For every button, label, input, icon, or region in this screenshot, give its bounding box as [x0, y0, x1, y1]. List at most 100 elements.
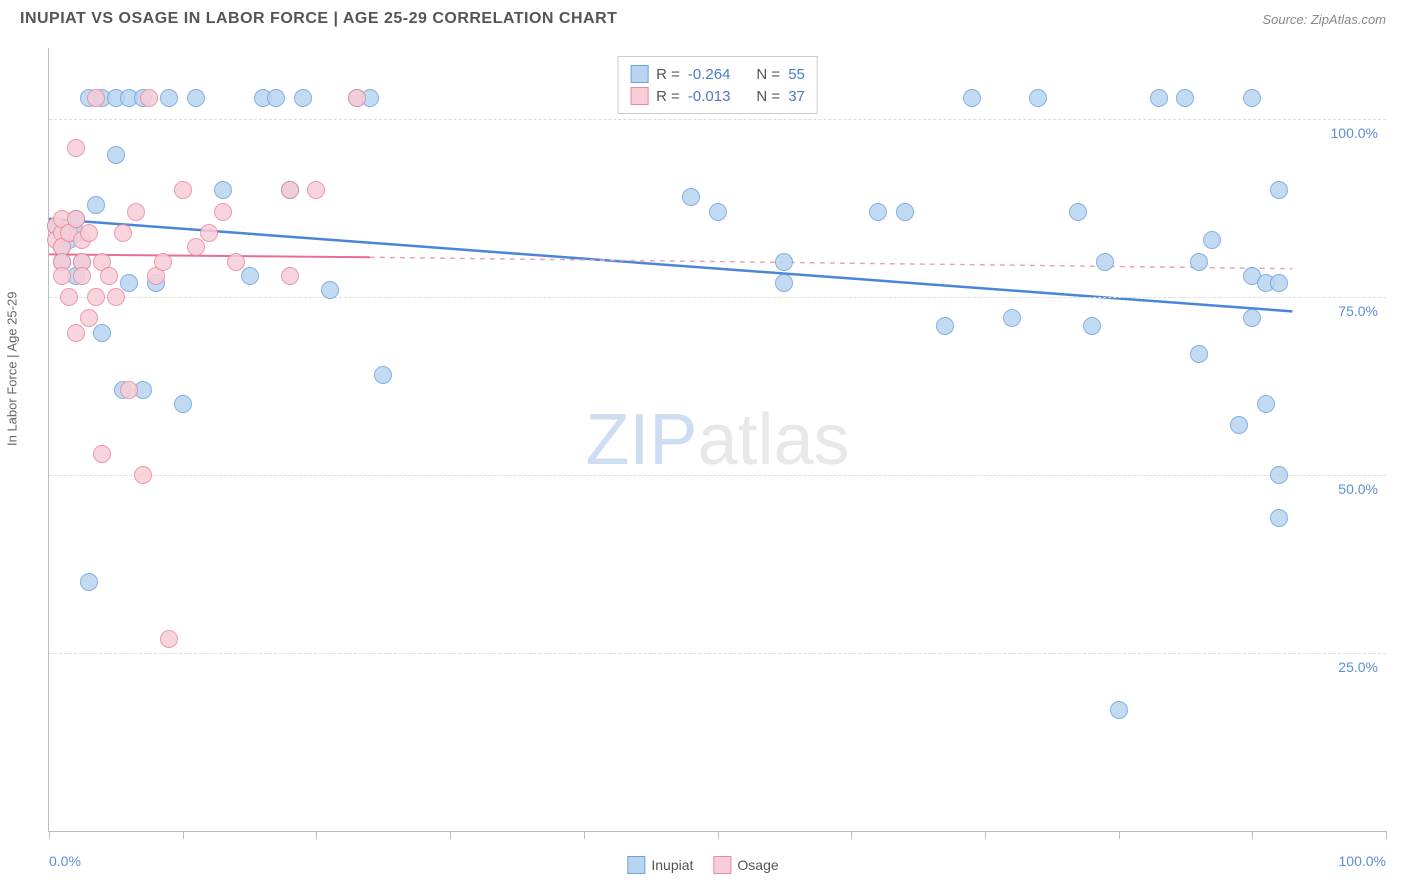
data-point — [709, 203, 727, 221]
data-point — [174, 181, 192, 199]
data-point — [896, 203, 914, 221]
x-tick — [49, 831, 50, 839]
n-value: 37 — [788, 88, 805, 105]
data-point — [1257, 395, 1275, 413]
legend-item: Inupiat — [627, 856, 693, 874]
data-point — [775, 274, 793, 292]
data-point — [1190, 345, 1208, 363]
data-point — [127, 203, 145, 221]
data-point — [267, 89, 285, 107]
stats-legend-row: R = -0.264 N = 55 — [630, 63, 805, 85]
data-point — [682, 188, 700, 206]
data-point — [1203, 231, 1221, 249]
data-point — [241, 267, 259, 285]
y-tick-label: 75.0% — [1338, 303, 1378, 319]
r-label: R = — [656, 66, 680, 83]
data-point — [281, 267, 299, 285]
data-point — [294, 89, 312, 107]
data-point — [174, 395, 192, 413]
source-credit: Source: ZipAtlas.com — [1262, 12, 1386, 27]
trend-lines-layer — [49, 48, 1386, 831]
legend-swatch — [630, 65, 648, 83]
data-point — [1270, 274, 1288, 292]
x-tick — [1252, 831, 1253, 839]
data-point — [1083, 317, 1101, 335]
data-point — [120, 381, 138, 399]
data-point — [1029, 89, 1047, 107]
n-label: N = — [756, 88, 780, 105]
trend-line — [370, 257, 1293, 268]
data-point — [307, 181, 325, 199]
data-point — [214, 181, 232, 199]
data-point — [1110, 701, 1128, 719]
data-point — [214, 203, 232, 221]
gridline-h — [49, 119, 1386, 120]
x-tick-label-left: 0.0% — [49, 853, 81, 869]
data-point — [374, 366, 392, 384]
data-point — [73, 267, 91, 285]
legend-label: Inupiat — [651, 857, 693, 873]
watermark: ZIPatlas — [585, 399, 849, 481]
data-point — [1230, 416, 1248, 434]
x-tick — [584, 831, 585, 839]
data-point — [1069, 203, 1087, 221]
data-point — [348, 89, 366, 107]
data-point — [93, 445, 111, 463]
data-point — [187, 89, 205, 107]
data-point — [53, 267, 71, 285]
data-point — [80, 573, 98, 591]
series-legend: Inupiat Osage — [627, 856, 778, 874]
gridline-h — [49, 475, 1386, 476]
data-point — [87, 89, 105, 107]
x-tick — [1386, 831, 1387, 839]
data-point — [107, 288, 125, 306]
y-tick-label: 50.0% — [1338, 481, 1378, 497]
data-point — [160, 89, 178, 107]
data-point — [321, 281, 339, 299]
r-value: -0.264 — [688, 66, 731, 83]
data-point — [187, 238, 205, 256]
stats-legend: R = -0.264 N = 55R = -0.013 N = 37 — [617, 56, 818, 114]
data-point — [1150, 89, 1168, 107]
x-tick — [851, 831, 852, 839]
x-tick-label-right: 100.0% — [1339, 853, 1386, 869]
data-point — [1096, 253, 1114, 271]
legend-swatch — [627, 856, 645, 874]
data-point — [1243, 309, 1261, 327]
data-point — [107, 146, 125, 164]
data-point — [1270, 181, 1288, 199]
legend-item: Osage — [713, 856, 778, 874]
data-point — [67, 324, 85, 342]
legend-label: Osage — [737, 857, 778, 873]
y-axis-label: In Labor Force | Age 25-29 — [5, 292, 20, 446]
legend-swatch — [630, 87, 648, 105]
data-point — [80, 224, 98, 242]
scatter-chart: ZIPatlas R =-0.264N =55R =-0.013N =37 25… — [48, 48, 1386, 832]
data-point — [869, 203, 887, 221]
data-point — [1003, 309, 1021, 327]
data-point — [134, 466, 152, 484]
data-point — [227, 253, 245, 271]
chart-title: INUPIAT VS OSAGE IN LABOR FORCE | AGE 25… — [20, 10, 617, 28]
data-point — [200, 224, 218, 242]
data-point — [775, 253, 793, 271]
data-point — [281, 181, 299, 199]
data-point — [963, 89, 981, 107]
data-point — [120, 274, 138, 292]
data-point — [93, 324, 111, 342]
chart-header: INUPIAT VS OSAGE IN LABOR FORCE | AGE 25… — [0, 0, 1406, 28]
x-tick — [450, 831, 451, 839]
gridline-h — [49, 653, 1386, 654]
data-point — [1270, 466, 1288, 484]
data-point — [87, 196, 105, 214]
x-tick — [183, 831, 184, 839]
n-value: 55 — [788, 66, 805, 83]
data-point — [154, 253, 172, 271]
data-point — [67, 139, 85, 157]
data-point — [60, 288, 78, 306]
data-point — [67, 210, 85, 228]
r-value: -0.013 — [688, 88, 731, 105]
data-point — [160, 630, 178, 648]
data-point — [1190, 253, 1208, 271]
n-label: N = — [756, 66, 780, 83]
